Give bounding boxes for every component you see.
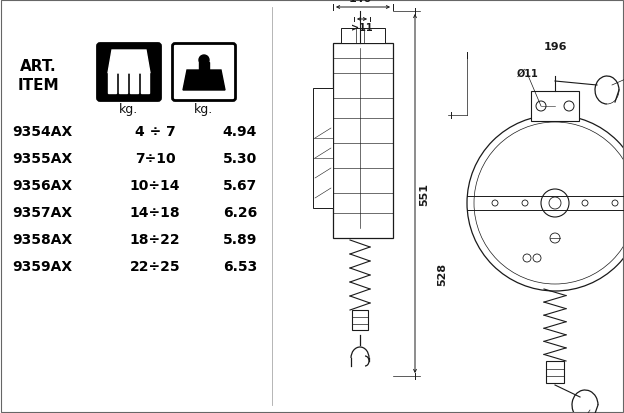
Text: 528: 528	[437, 262, 447, 285]
Circle shape	[536, 102, 546, 112]
Text: 5.30: 5.30	[223, 152, 257, 166]
Text: 551: 551	[419, 183, 429, 206]
Circle shape	[612, 201, 618, 206]
Bar	[313, 89, 333, 209]
Text: >11: >11	[351, 23, 373, 33]
Text: 9359AX: 9359AX	[12, 259, 72, 273]
Text: 5.67: 5.67	[223, 178, 257, 192]
Text: 4.94: 4.94	[223, 125, 257, 139]
Bar	[341, 29, 385, 44]
Text: 9356AX: 9356AX	[12, 178, 72, 192]
Text: Ø11: Ø11	[517, 69, 539, 79]
Text: 7÷10: 7÷10	[135, 152, 175, 166]
Text: 5.89: 5.89	[223, 233, 257, 247]
Polygon shape	[108, 51, 150, 74]
Text: 14÷18: 14÷18	[130, 206, 180, 219]
Bar	[141, 74, 149, 94]
Circle shape	[582, 201, 588, 206]
Text: 196: 196	[544, 42, 567, 52]
Circle shape	[549, 197, 561, 209]
Polygon shape	[183, 71, 225, 91]
Text: 22÷25: 22÷25	[130, 259, 180, 273]
Bar	[108, 74, 116, 94]
Text: 9354AX: 9354AX	[12, 125, 72, 139]
Text: 9358AX: 9358AX	[12, 233, 72, 247]
FancyBboxPatch shape	[172, 44, 235, 101]
Text: kg.: kg.	[119, 103, 139, 116]
Bar	[119, 74, 127, 94]
Bar	[105, 69, 153, 95]
Circle shape	[522, 201, 528, 206]
Text: 10÷14: 10÷14	[130, 178, 180, 192]
Text: 140: 140	[348, 0, 372, 4]
Text: 6.26: 6.26	[223, 206, 257, 219]
Text: 9357AX: 9357AX	[12, 206, 72, 219]
Text: kg.: kg.	[194, 103, 213, 116]
Circle shape	[564, 102, 574, 112]
Circle shape	[523, 254, 531, 262]
Bar	[199, 63, 209, 71]
Text: 4 ÷ 7: 4 ÷ 7	[135, 125, 175, 139]
Circle shape	[474, 123, 624, 284]
Text: 6.53: 6.53	[223, 259, 257, 273]
Circle shape	[467, 116, 624, 291]
Text: ART.
ITEM: ART. ITEM	[17, 59, 59, 93]
Bar	[333, 44, 393, 238]
Text: 18÷22: 18÷22	[130, 233, 180, 247]
Bar	[130, 74, 138, 94]
Text: 9355AX: 9355AX	[12, 152, 72, 166]
Bar	[546, 361, 564, 383]
Circle shape	[199, 56, 209, 66]
Bar	[531, 92, 579, 122]
FancyBboxPatch shape	[97, 44, 160, 101]
Circle shape	[533, 254, 541, 262]
Circle shape	[492, 201, 498, 206]
Circle shape	[541, 190, 569, 218]
Bar	[352, 310, 368, 330]
Circle shape	[550, 233, 560, 243]
